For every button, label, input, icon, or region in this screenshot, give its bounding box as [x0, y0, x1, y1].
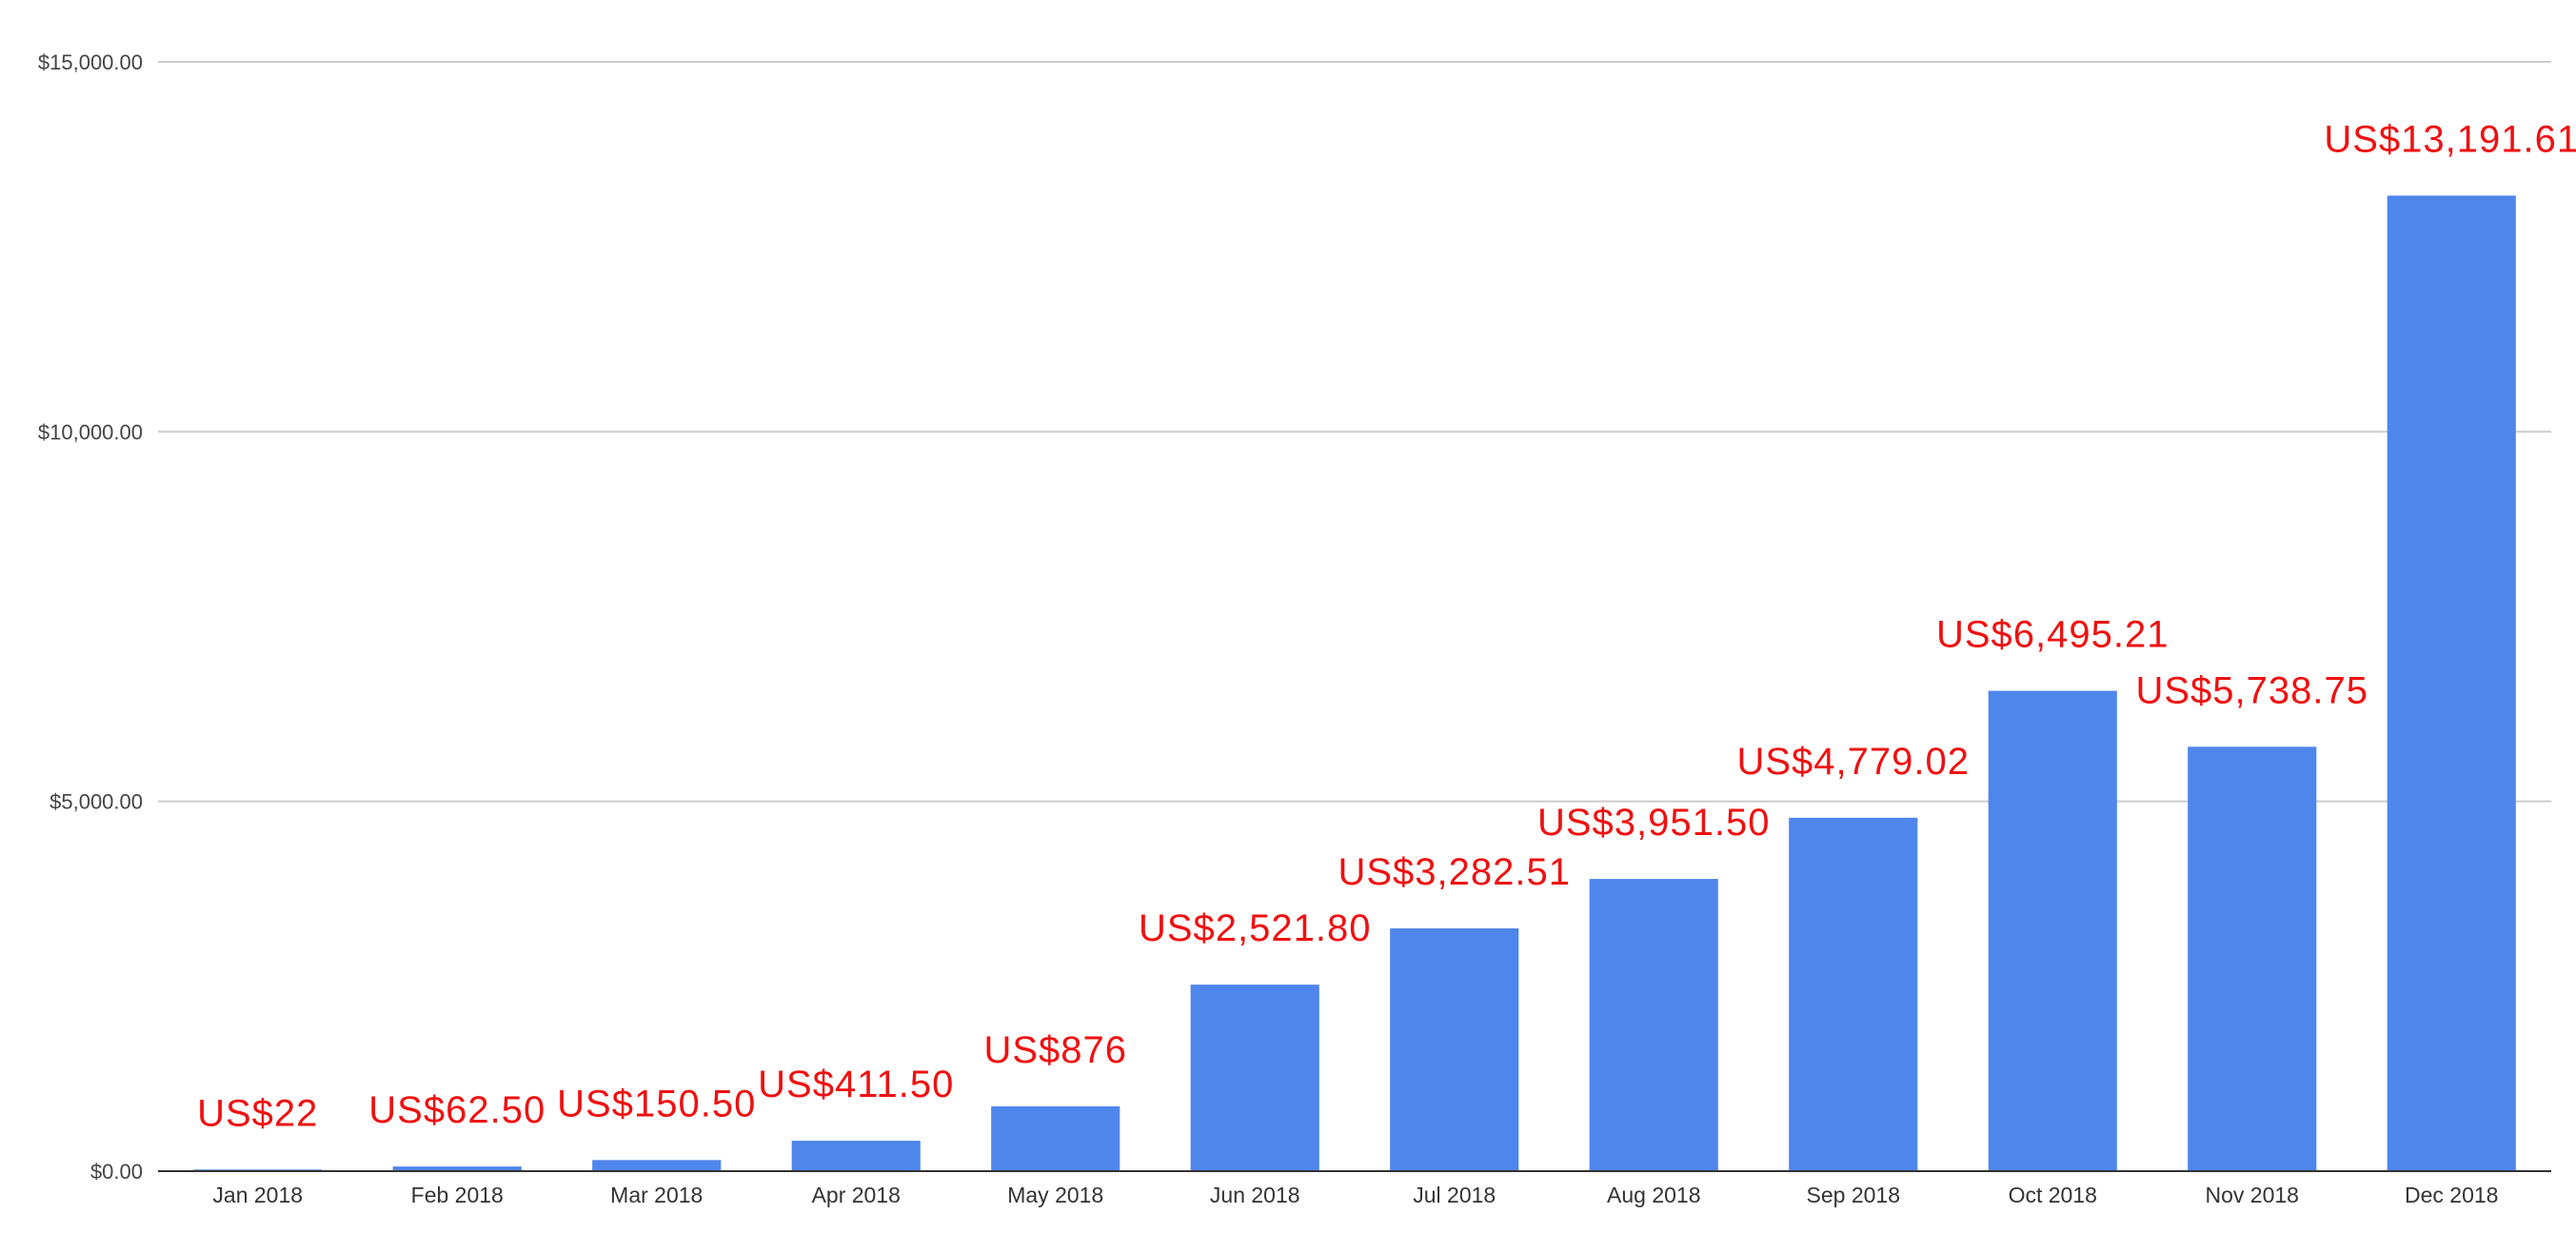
bar [1589, 879, 1718, 1171]
bar [2188, 746, 2317, 1171]
data-label: US$4,779.02 [1736, 741, 1970, 783]
x-tick-label: Jun 2018 [1210, 1183, 1300, 1207]
x-tick-label: Mar 2018 [610, 1183, 703, 1207]
bar [392, 1166, 522, 1171]
data-label: US$62.50 [368, 1089, 545, 1131]
y-tick-label: $5,000.00 [50, 790, 143, 814]
data-label: US$876 [983, 1029, 1127, 1071]
data-label: US$150.50 [557, 1083, 756, 1125]
bar [1789, 817, 1918, 1171]
data-label: US$6,495.21 [1936, 614, 2170, 656]
x-tick-label: Aug 2018 [1607, 1183, 1700, 1207]
x-tick-label: Jul 2018 [1413, 1183, 1496, 1207]
data-label: US$411.50 [758, 1064, 954, 1105]
data-label: US$3,282.51 [1338, 851, 1571, 893]
x-tick-label: Nov 2018 [2206, 1183, 2299, 1207]
data-label: US$13,191.61 [2324, 118, 2576, 160]
y-tick-label: $0.00 [90, 1160, 143, 1184]
x-tick-label: May 2018 [1007, 1183, 1103, 1207]
bar [592, 1160, 722, 1171]
x-tick-label: Sep 2018 [1807, 1183, 1900, 1207]
x-tick-label: Jan 2018 [212, 1183, 303, 1207]
x-tick-label: Apr 2018 [812, 1183, 901, 1207]
x-tick-label: Feb 2018 [411, 1183, 504, 1207]
data-label: US$22 [197, 1092, 318, 1134]
bar [791, 1141, 921, 1171]
bar [1390, 928, 1519, 1171]
y-tick-label: $15,000.00 [38, 50, 143, 74]
bar [2387, 195, 2516, 1171]
data-label: US$3,951.50 [1537, 802, 1771, 844]
x-tick-label: Dec 2018 [2405, 1183, 2498, 1207]
bar [1190, 985, 1319, 1171]
gridlines [158, 61, 2551, 803]
x-tick-label: Oct 2018 [2009, 1183, 2097, 1207]
data-labels: US$22 US$62.50 US$150.50 US$411.50 US$876 US$… [197, 118, 2576, 1134]
y-tick-label: $10,000.00 [38, 420, 143, 444]
bars [193, 195, 2516, 1171]
bar [1988, 690, 2117, 1171]
data-label: US$2,521.80 [1139, 907, 1372, 949]
x-axis-tick-labels: Jan 2018 Feb 2018 Mar 2018 Apr 2018 May 2018… [212, 1183, 2498, 1207]
y-axis-tick-labels: $0.00 $5,000.00 $10,000.00 $15,000.00 [38, 50, 143, 1184]
data-label: US$5,738.75 [2135, 669, 2368, 711]
bar [991, 1105, 1120, 1171]
